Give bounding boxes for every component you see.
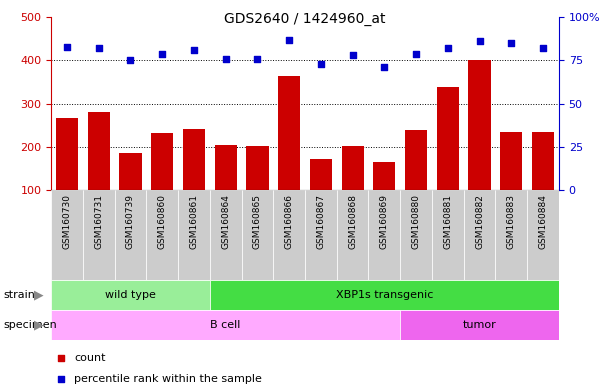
Text: count: count xyxy=(74,353,105,363)
Text: strain: strain xyxy=(3,290,35,300)
Bar xyxy=(532,132,554,190)
Text: GSM160865: GSM160865 xyxy=(253,194,262,249)
Text: GSM160869: GSM160869 xyxy=(380,194,389,249)
Point xyxy=(157,51,167,57)
Point xyxy=(475,38,484,45)
Bar xyxy=(115,190,146,280)
Text: GDS2640 / 1424960_at: GDS2640 / 1424960_at xyxy=(224,12,386,25)
Bar xyxy=(341,146,364,190)
Text: GSM160730: GSM160730 xyxy=(63,194,72,249)
Bar xyxy=(400,310,559,340)
Bar xyxy=(51,280,210,310)
Bar xyxy=(273,190,305,280)
Text: GSM160731: GSM160731 xyxy=(94,194,103,249)
Bar xyxy=(210,190,242,280)
Point xyxy=(221,56,230,62)
Text: GSM160861: GSM160861 xyxy=(189,194,198,249)
Bar xyxy=(368,190,400,280)
Text: wild type: wild type xyxy=(105,290,156,300)
Point xyxy=(411,51,421,57)
Point xyxy=(126,58,135,64)
Text: XBP1s transgenic: XBP1s transgenic xyxy=(336,290,433,300)
Text: tumor: tumor xyxy=(463,320,496,330)
Text: GSM160883: GSM160883 xyxy=(507,194,516,249)
Text: GSM160880: GSM160880 xyxy=(412,194,421,249)
Point xyxy=(284,37,294,43)
Bar xyxy=(437,87,459,190)
Text: GSM160866: GSM160866 xyxy=(285,194,294,249)
Bar xyxy=(432,190,464,280)
Bar xyxy=(495,190,527,280)
Bar xyxy=(56,118,78,190)
Bar xyxy=(246,146,269,190)
Text: GSM160881: GSM160881 xyxy=(444,194,453,249)
Bar xyxy=(337,190,368,280)
Point xyxy=(189,47,199,53)
Bar xyxy=(242,190,273,280)
Bar xyxy=(468,60,490,190)
Bar xyxy=(405,130,427,190)
Bar xyxy=(310,159,332,190)
Bar xyxy=(183,129,205,190)
Text: GSM160868: GSM160868 xyxy=(348,194,357,249)
Text: ▶: ▶ xyxy=(34,319,44,332)
Text: specimen: specimen xyxy=(3,320,56,330)
Bar xyxy=(51,310,400,340)
Bar xyxy=(210,280,559,310)
Text: ▶: ▶ xyxy=(34,289,44,302)
Bar xyxy=(373,162,395,190)
Point xyxy=(56,355,66,361)
Text: GSM160867: GSM160867 xyxy=(316,194,325,249)
Bar xyxy=(178,190,210,280)
Point xyxy=(443,45,453,51)
Bar xyxy=(400,190,432,280)
Text: GSM160739: GSM160739 xyxy=(126,194,135,249)
Bar xyxy=(464,190,495,280)
Point xyxy=(507,40,516,46)
Text: GSM160860: GSM160860 xyxy=(157,194,166,249)
Bar xyxy=(151,134,173,190)
Bar xyxy=(51,190,83,280)
Bar xyxy=(527,190,559,280)
Point xyxy=(56,376,66,382)
Bar xyxy=(500,132,522,190)
Point xyxy=(62,44,72,50)
Bar xyxy=(215,145,237,190)
Point xyxy=(538,45,548,51)
Text: GSM160884: GSM160884 xyxy=(538,194,548,248)
Text: percentile rank within the sample: percentile rank within the sample xyxy=(74,374,262,384)
Bar xyxy=(305,190,337,280)
Text: GSM160882: GSM160882 xyxy=(475,194,484,248)
Bar xyxy=(88,113,110,190)
Text: GSM160864: GSM160864 xyxy=(221,194,230,248)
Point xyxy=(94,45,103,51)
Bar xyxy=(120,153,142,190)
Text: B cell: B cell xyxy=(210,320,241,330)
Point xyxy=(380,65,389,71)
Bar xyxy=(146,190,178,280)
Bar xyxy=(83,190,115,280)
Point xyxy=(348,52,358,58)
Point xyxy=(252,56,262,62)
Point xyxy=(316,61,326,67)
Bar xyxy=(278,76,300,190)
